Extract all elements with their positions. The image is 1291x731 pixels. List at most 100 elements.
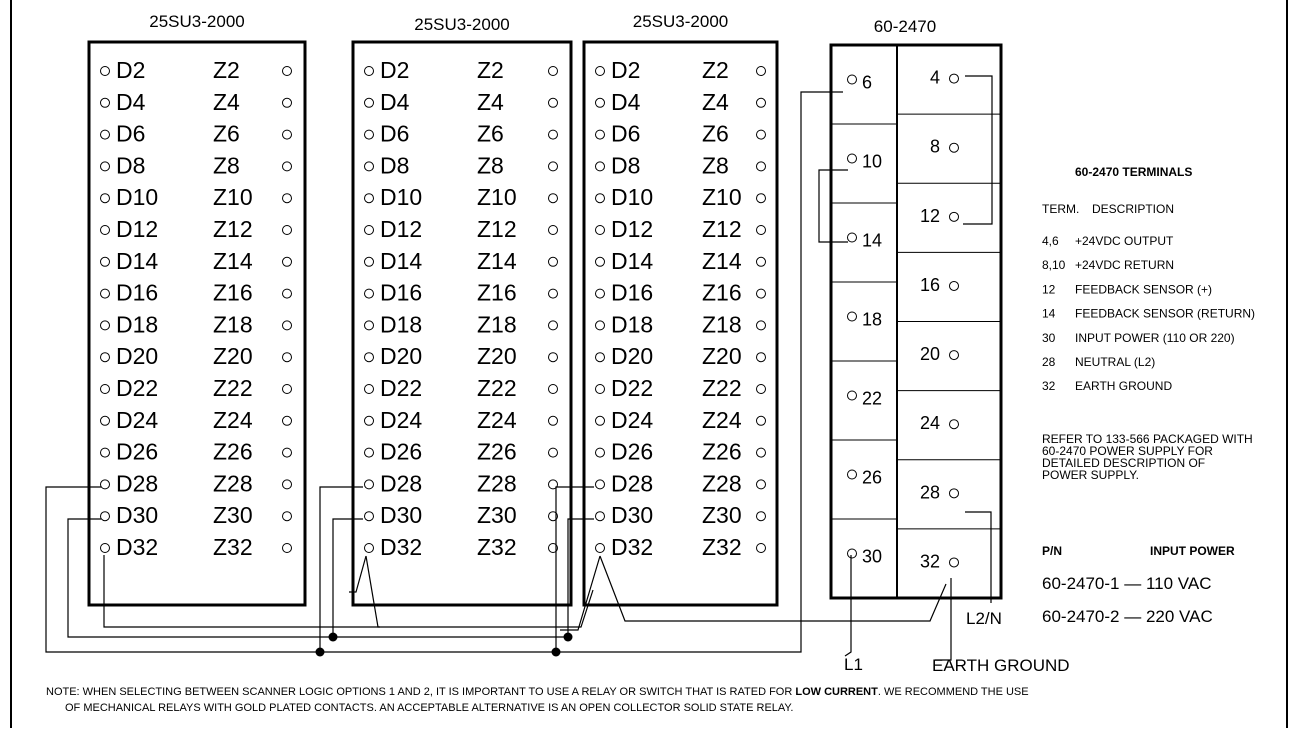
note-bold: LOW CURRENT (795, 686, 878, 698)
power-supply-60-2470: 60-2470 6 10 14 18 22 26 30 4 8 12 16 20 24 28 32 (829, 17, 1003, 600)
note: NOTE: WHEN SELECTING BETWEEN SCANNER LOG… (46, 684, 1276, 716)
terminal-circle (949, 419, 959, 430)
pn-row-2: 60-2470-2 — 220 VAC (1042, 607, 1213, 626)
terminal-circle (595, 479, 605, 490)
d-terminal-label: D16 (611, 280, 653, 306)
d-terminal-label: D6 (611, 121, 640, 147)
ps-left-terminal: 18 (862, 310, 882, 330)
terminal-circle (847, 311, 857, 322)
wire-d30-module1 (67, 518, 568, 638)
terminal-circle (282, 479, 292, 490)
terminal-circle (548, 129, 558, 140)
terminal-circle (595, 129, 605, 140)
junction-dot (563, 632, 573, 642)
terminal-circle (595, 256, 605, 267)
d-terminal-label: D24 (380, 407, 422, 433)
ps-left-terminal: 10 (862, 152, 882, 172)
d-terminal-label: D14 (380, 248, 422, 274)
terminal-circle (548, 415, 558, 426)
term-row-description: FEEDBACK SENSOR (+) (1075, 282, 1212, 296)
ps-right-terminal: 32 (920, 551, 940, 571)
terminal-circle (282, 161, 292, 172)
col-term: TERM. (1042, 202, 1079, 216)
terminal-circle (282, 447, 292, 458)
terminal-circle (282, 225, 292, 235)
terminal-circle (847, 469, 857, 480)
terminal-circle (595, 447, 605, 458)
term-row-number: 28 (1042, 355, 1056, 369)
d-terminal-label: D12 (611, 216, 653, 242)
wire-l1 (844, 555, 852, 657)
terminal-circle (364, 352, 374, 363)
d-terminal-label: D10 (380, 184, 422, 210)
d-terminal-label: D22 (380, 375, 422, 401)
ps-left-terminal: 14 (862, 231, 882, 251)
pn-row-1: 60-2470-1 — 110 VAC (1042, 574, 1211, 593)
d-terminal-label: D10 (611, 184, 653, 210)
z-terminal-label: Z10 (702, 184, 742, 210)
terminal-circle (595, 320, 605, 331)
terminal-circle (548, 511, 558, 522)
z-terminal-label: Z26 (213, 439, 253, 465)
term-row-number: 4,6 (1042, 234, 1059, 248)
note-text-2: . WE RECOMMEND THE USE (877, 686, 1029, 698)
terminal-circle (847, 390, 857, 401)
ps-left-terminal: 22 (862, 389, 882, 409)
z-terminal-label: Z24 (477, 407, 517, 433)
terminal-circle (364, 415, 374, 426)
d-terminal-label: D18 (116, 311, 158, 337)
terminal-circle (595, 415, 605, 426)
terminal-circle (548, 352, 558, 363)
z-terminal-label: Z14 (702, 248, 742, 274)
jumper-4-12 (963, 75, 993, 225)
terminal-circle (548, 256, 558, 267)
terminal-circle (756, 193, 766, 204)
z-terminal-label: Z22 (477, 375, 517, 401)
d-terminal-label: D24 (116, 407, 158, 433)
d-terminal-label: D18 (380, 311, 422, 337)
z-terminal-label: Z22 (702, 375, 742, 401)
terminal-circle (595, 97, 605, 108)
d-terminal-label: D2 (380, 57, 409, 83)
d-terminal-label: D8 (116, 152, 145, 178)
terminal-circle (364, 97, 374, 108)
terminal-circle (595, 352, 605, 363)
wire-d30-module2 (332, 518, 363, 637)
terminal-circle (282, 415, 292, 426)
terminal-circle (756, 543, 766, 553)
wire-earth (935, 578, 952, 661)
terminal-circle (282, 193, 292, 204)
terminal-circle (949, 280, 959, 291)
terminal-circle (364, 543, 374, 553)
z-terminal-label: Z28 (702, 470, 742, 496)
terminal-circle (756, 352, 766, 363)
terminal-circle (756, 384, 766, 394)
z-terminal-label: Z4 (213, 89, 240, 115)
z-terminal-label: Z30 (702, 502, 742, 528)
terminal-circle (100, 97, 110, 108)
wire-d32-module1 (103, 555, 380, 628)
z-terminal-label: Z20 (702, 343, 742, 369)
junction-dot (551, 647, 561, 657)
terminal-circle (282, 288, 292, 299)
z-terminal-label: Z2 (702, 57, 729, 83)
ps-right-terminal: 8 (930, 137, 940, 157)
term-row-description: EARTH GROUND (1075, 379, 1172, 393)
z-terminal-label: Z2 (477, 57, 504, 83)
d-terminal-label: D30 (116, 502, 158, 528)
label-l1: L1 (844, 655, 863, 674)
z-terminal-label: Z16 (213, 280, 253, 306)
terminal-circle (548, 161, 558, 172)
d-terminal-label: D24 (611, 407, 653, 433)
terminal-circle (100, 479, 110, 490)
pn-table: P/N INPUT POWER 60-2470-1 — 110 VAC 60-2… (1042, 544, 1235, 626)
module-title: 25SU3-2000 (149, 12, 244, 31)
scanner-module: 25SU3-2000 D2 Z2 D4 Z4 D6 Z6 D8 Z8 D10 Z10 D12 Z12 D1… (582, 12, 779, 607)
junction-dots (315, 632, 573, 657)
z-terminal-label: Z28 (213, 470, 253, 496)
d-terminal-label: D16 (116, 280, 158, 306)
d-terminal-label: D30 (380, 502, 422, 528)
d-terminal-label: D22 (116, 375, 158, 401)
d-terminal-label: D10 (116, 184, 158, 210)
terminal-circle (364, 161, 374, 172)
